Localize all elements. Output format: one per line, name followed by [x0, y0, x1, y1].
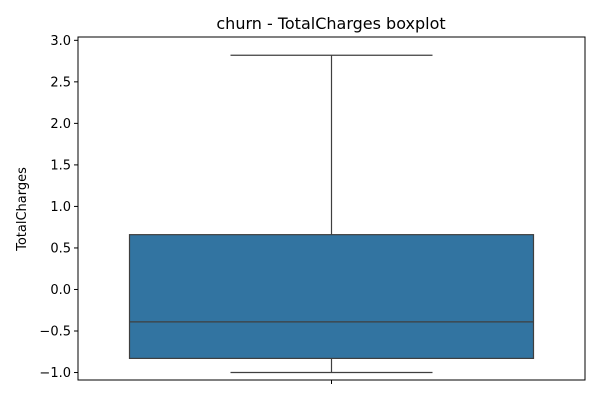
iqr-box	[128, 234, 535, 360]
y-tick-label: 1.0	[50, 200, 71, 215]
y-tick-label: 2.0	[50, 117, 71, 132]
y-tick-label: −0.5	[39, 325, 71, 340]
y-tick-label: 0.0	[50, 283, 71, 298]
plot-area	[128, 54, 535, 374]
y-tick-label: 1.5	[50, 158, 71, 173]
y-tick-label: 2.5	[50, 75, 71, 90]
y-tick-label: −1.0	[39, 366, 71, 381]
y-tick-label: 0.5	[50, 241, 71, 256]
y-tick-label: 3.0	[50, 34, 71, 49]
chart-title: churn - TotalCharges boxplot	[216, 14, 445, 33]
y-axis-label: TotalCharges	[15, 167, 30, 252]
y-axis: −1.0 −0.5 0.0 0.5 1.0 1.5 2.0 2.5 3.0	[39, 34, 78, 381]
plot-frame	[77, 36, 586, 381]
